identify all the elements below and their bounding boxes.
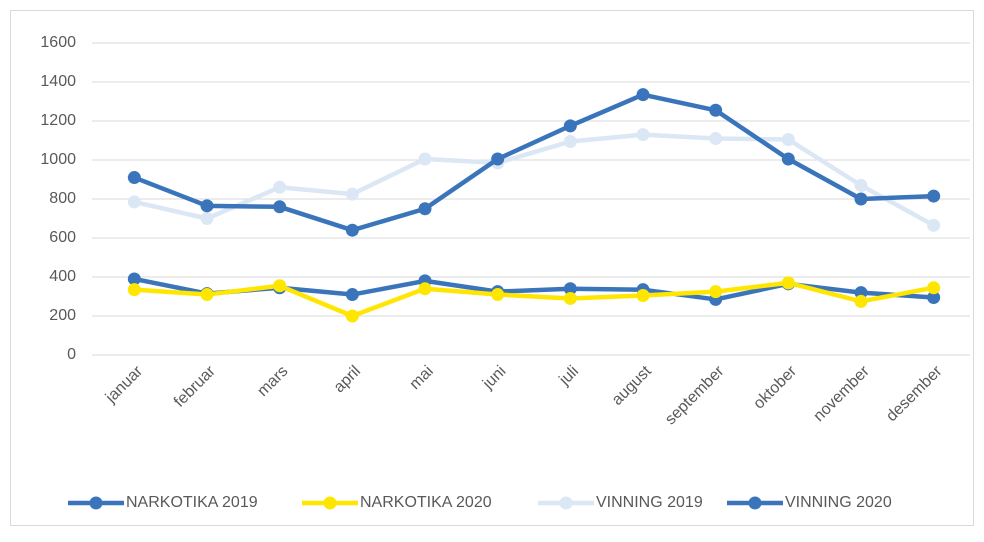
data-point	[563, 134, 577, 148]
data-point	[563, 282, 577, 296]
data-point	[345, 309, 359, 323]
data-point	[200, 288, 214, 302]
legend-marker	[748, 496, 762, 510]
data-point	[854, 192, 868, 206]
data-point	[854, 178, 868, 192]
data-point	[636, 289, 650, 303]
data-point	[709, 285, 723, 299]
data-point	[854, 294, 868, 308]
legend-marker	[89, 496, 103, 510]
data-point	[273, 200, 287, 214]
data-point	[563, 119, 577, 133]
y-tick-label: 1600	[40, 34, 76, 51]
y-tick-label: 200	[49, 307, 76, 324]
y-tick-label: 1200	[40, 112, 76, 129]
data-point	[345, 187, 359, 201]
chart-frame	[10, 10, 974, 526]
series-line	[134, 280, 935, 319]
y-tick-label: 1000	[40, 151, 76, 168]
data-point	[781, 133, 795, 147]
legend-label: VINNING 2020	[785, 494, 892, 511]
legend-label: NARKOTIKA 2019	[126, 494, 258, 511]
data-point	[200, 212, 214, 225]
data-point	[345, 223, 359, 237]
legend-marker	[559, 496, 573, 510]
data-point	[927, 218, 941, 232]
data-point	[709, 103, 723, 117]
data-point	[418, 202, 432, 216]
y-tick-label: 0	[67, 346, 76, 363]
data-point	[781, 276, 795, 290]
data-point	[127, 195, 141, 209]
data-point	[273, 279, 287, 293]
data-point	[636, 88, 650, 102]
series-line	[133, 132, 935, 228]
data-point	[345, 288, 359, 302]
data-point	[273, 180, 287, 194]
data-point	[563, 291, 577, 305]
data-point	[781, 152, 795, 166]
legend-label: NARKOTIKA 2020	[360, 494, 492, 511]
series-line	[133, 92, 934, 233]
legend-label: VINNING 2019	[596, 494, 703, 511]
data-point	[491, 288, 505, 302]
data-point	[927, 189, 941, 203]
y-tick-label: 600	[49, 229, 76, 246]
data-point	[200, 199, 214, 213]
y-tick-label: 800	[49, 190, 76, 207]
data-point	[127, 171, 141, 185]
data-point	[709, 132, 723, 146]
data-point	[127, 272, 141, 286]
y-tick-label: 1400	[40, 73, 76, 90]
y-tick-label: 400	[49, 268, 76, 285]
data-point	[491, 152, 505, 166]
data-point	[636, 128, 650, 142]
data-point	[127, 283, 141, 297]
data-point	[418, 282, 432, 296]
data-point	[927, 290, 941, 304]
legend-marker	[323, 496, 337, 510]
data-point	[927, 281, 941, 295]
data-point	[418, 152, 432, 166]
